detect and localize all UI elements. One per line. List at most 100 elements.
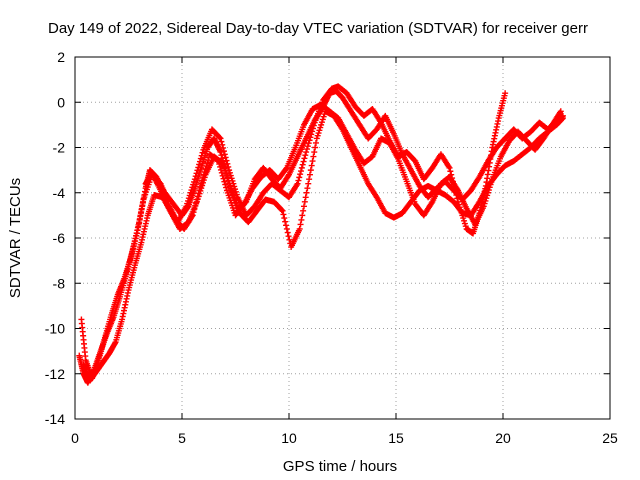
data-point [219,141,226,148]
data-point [284,229,291,236]
data-point [299,161,306,168]
data-point [300,203,307,210]
data-point [196,158,203,165]
data-point [190,209,197,216]
data-point [480,203,487,210]
data-point [190,181,197,188]
data-point [309,125,316,132]
data-point [221,178,228,185]
y-tick-label: -10 [45,321,65,337]
data-point [199,177,206,184]
x-tick-label: 0 [71,430,79,446]
data-point [204,160,211,167]
data-point [201,168,208,175]
data-point [559,115,566,122]
x-tick-label: 20 [495,430,511,446]
data-point [307,167,314,174]
data-point [218,138,225,145]
data-point [186,192,193,199]
data-point [300,158,307,165]
data-point [219,172,226,179]
data-point [314,132,321,139]
series-track-d [142,101,564,232]
data-point [317,124,324,131]
data-point [297,221,304,228]
data-point [446,164,453,171]
y-tick-label: -14 [45,411,65,427]
data-point [307,134,314,141]
data-point [223,184,230,191]
data-point [486,184,493,191]
data-point [304,185,311,192]
data-point [320,113,327,120]
data-point [461,220,468,227]
data-point [217,163,224,170]
data-point [306,137,313,144]
data-point [283,165,290,172]
data-point [189,184,196,191]
data-point [278,206,285,213]
y-tick-label: -6 [53,230,66,246]
data-point [303,189,310,196]
data-point [482,197,489,204]
data-point [308,131,315,138]
y-axis-label: SDTVAR / TECUs [7,178,24,298]
data-point [302,194,309,201]
data-point [200,171,207,178]
data-point [300,207,307,214]
data-point [283,222,290,229]
data-point [447,168,454,175]
data-point [306,171,313,178]
data-point [306,176,313,183]
data-point [216,161,223,168]
chart-title: Day 149 of 2022, Sidereal Day-to-day VTE… [48,20,588,37]
data-point [196,161,203,168]
data-point [222,181,229,188]
data-point [199,149,206,156]
data-point [223,157,230,164]
data-point [294,180,301,187]
data-point [305,140,312,147]
data-point [187,189,194,196]
data-point [484,192,491,199]
data-point [297,168,304,175]
data-point [233,191,240,198]
data-point [462,223,469,230]
data-point [183,203,190,210]
y-axis: -14 -12 -10 -8 -6 -4 -2 0 2 [45,49,610,427]
data-point [304,143,311,150]
y-tick-label: -2 [53,140,66,156]
data-point [193,170,200,177]
data-point [481,200,488,207]
data-point [222,154,229,161]
data-point [316,127,323,134]
data-point [282,218,289,225]
data-point [190,178,197,185]
data-point [198,180,205,187]
data-point [220,148,227,155]
data-point [488,178,495,185]
data-point [197,183,204,190]
data-point [310,122,317,129]
data-point [193,196,200,203]
x-tick-label: 15 [388,430,404,446]
data-point [195,190,202,197]
data-point [217,149,224,156]
data-point [218,152,225,159]
data-point [296,174,303,181]
data-point [286,236,293,243]
data-point [301,155,308,162]
data-point [312,139,319,146]
data-point [188,187,195,194]
data-point [189,212,196,219]
data-point [197,155,204,162]
data-point [185,195,192,202]
data-point [301,198,308,205]
data-point [199,174,206,181]
data-point [302,152,309,159]
data-point [192,202,199,209]
data-point [309,128,316,135]
grid-lines [75,57,610,419]
data-point [310,153,317,160]
